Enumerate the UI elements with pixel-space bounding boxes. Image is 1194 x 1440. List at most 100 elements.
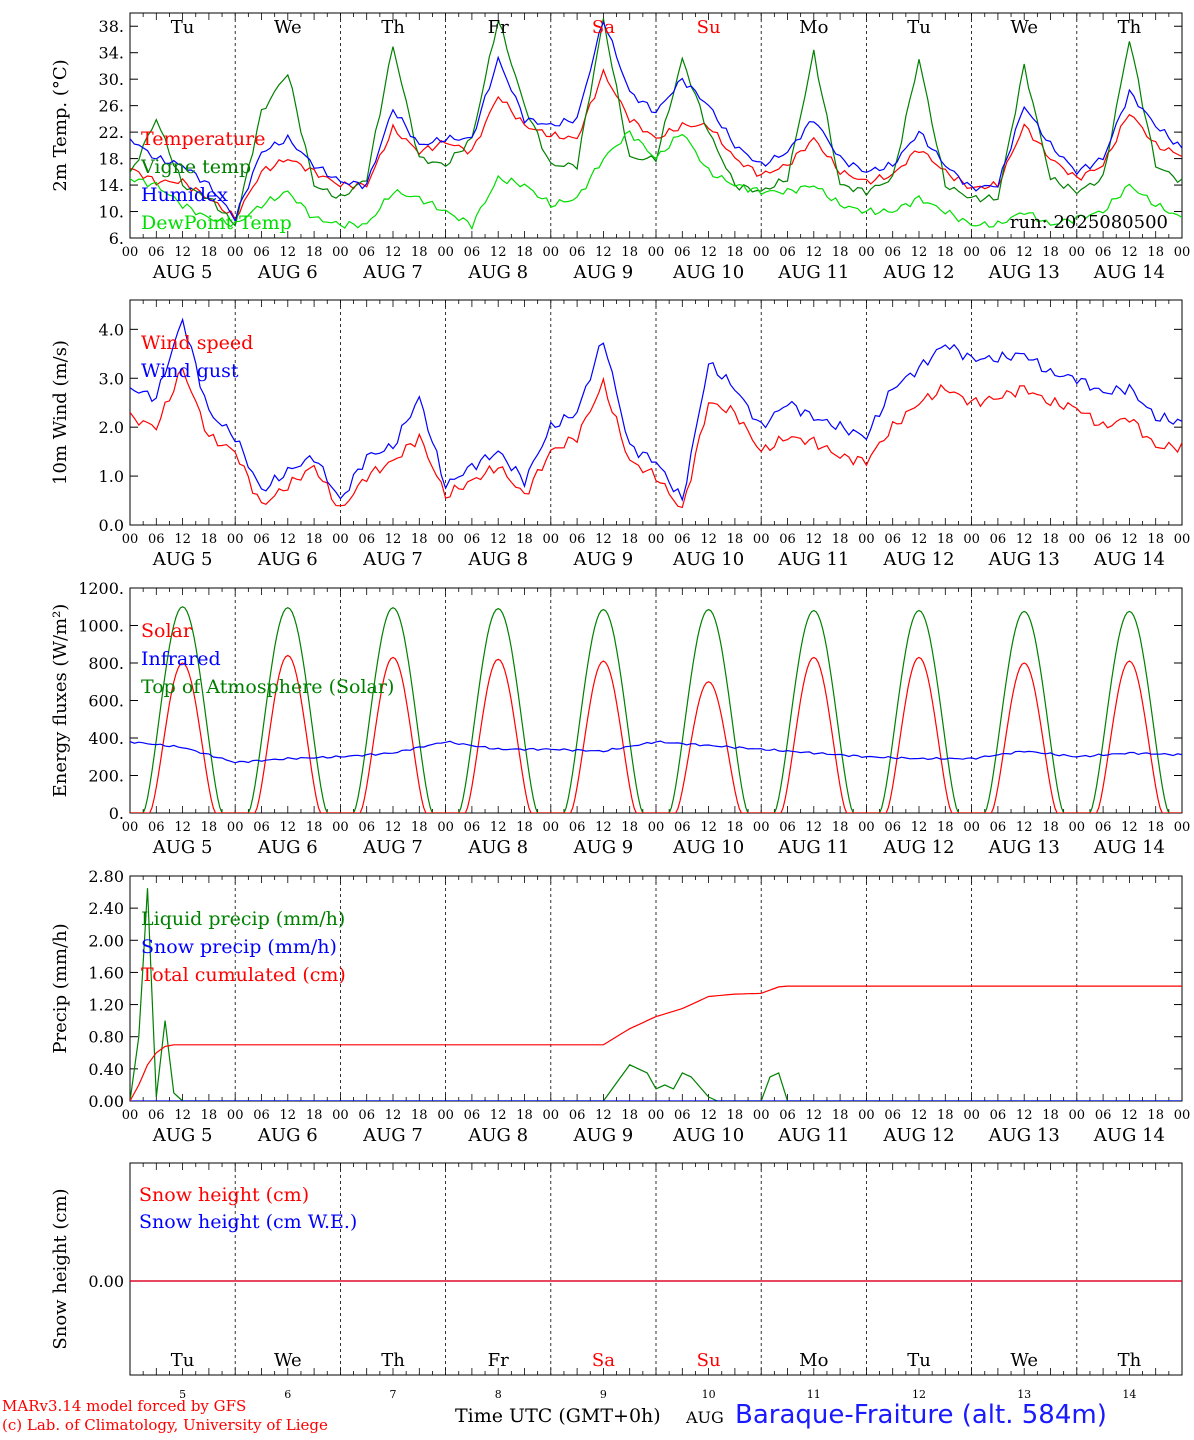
hour-tick-label: 00 [543,820,560,835]
weekday-label: Tu [171,17,195,38]
series-group [130,317,1182,509]
model-credit: MARv3.14 model forced by GFS [2,1397,247,1415]
hour-tick-label: 00 [122,820,139,835]
hour-tick-label: 06 [990,820,1007,835]
hour-tick-label: 00 [227,245,244,260]
y-axis-title: 2m Temp. (°C) [50,59,71,191]
hour-tick-label: 00 [122,532,139,547]
hour-tick-label: 12 [595,245,612,260]
date-label: AUG 8 [467,837,528,858]
hour-tick-label: 00 [122,1108,139,1123]
hour-tick-label: 00 [963,532,980,547]
hour-tick-label: 18 [411,245,428,260]
y-tick-label: 400. [88,729,124,748]
date-label: AUG 10 [672,837,744,858]
hour-tick-label: 18 [516,245,533,260]
weekday-label: Th [1118,1350,1142,1371]
hour-tick-label: 06 [148,532,165,547]
hour-tick-label: 00 [437,820,454,835]
legend-entry: Temperature [141,128,265,150]
hour-tick-label: 12 [911,1108,928,1123]
panel-3: 0. 200. 400. 600. 800. 1000. 1200. Energy fluxe… [50,579,1190,858]
hour-tick-label: 18 [1147,532,1164,547]
weekday-label: Tu [171,1350,195,1371]
hour-tick-label: 06 [148,1108,165,1123]
hour-tick-label: 12 [1121,245,1138,260]
y-tick-label: 2.40 [88,899,124,918]
date-label: AUG 12 [882,1125,954,1146]
hour-tick-label: 06 [464,820,481,835]
date-label: AUG 10 [672,262,744,283]
weekday-label: Mo [799,1350,828,1371]
y-tick-label: 0.00 [88,1272,124,1291]
hour-tick-label: 12 [700,532,717,547]
date-label: AUG 7 [362,837,423,858]
hour-tick-label: 06 [1095,245,1112,260]
hour-tick-label: 18 [201,245,218,260]
station-title: Baraque-Fraiture (alt. 584m) [735,1400,1107,1430]
date-label: AUG 9 [573,262,634,283]
hour-tick-label: 00 [1069,245,1086,260]
date-label: AUG 8 [467,262,528,283]
hour-tick-label: 00 [543,245,560,260]
hour-tick-label: 12 [1016,532,1033,547]
hour-tick-label: 18 [621,245,638,260]
hour-tick-label: 00 [648,820,665,835]
hour-tick-label: 06 [884,532,901,547]
weekday-label: Su [697,17,721,38]
hour-tick-label: 12 [1016,820,1033,835]
date-label: AUG 9 [573,837,634,858]
day-number-label: 7 [390,1388,397,1401]
y-tick-label: 2.0 [99,418,124,437]
series-line-0 [130,68,1182,221]
weekday-label: Sa [592,17,615,38]
hour-tick-label: 00 [543,532,560,547]
copyright-credit: (c) Lab. of Climatology, University of L… [2,1416,328,1434]
y-tick-label: 6. [109,229,124,248]
y-tick-label: 0.00 [88,1092,124,1111]
weekday-label: We [1010,1350,1038,1371]
weekday-label: Su [697,1350,721,1371]
series-line-toa [130,606,1182,813]
date-label: AUG 8 [467,1125,528,1146]
hour-tick-label: 12 [174,820,191,835]
series-line-2 [130,20,1182,223]
series-group [130,606,1182,813]
hour-tick-label: 06 [358,820,375,835]
hour-tick-label: 18 [411,820,428,835]
hour-tick-label: 00 [753,1108,770,1123]
y-tick-label: 1.60 [88,963,124,982]
hour-tick-label: 18 [937,532,954,547]
hour-tick-label: 06 [464,245,481,260]
date-label: AUG 6 [257,549,318,570]
hour-tick-label: 00 [858,820,875,835]
hour-tick-label: 18 [937,245,954,260]
day-number-label: 11 [807,1388,821,1401]
legend-entry: DewPoint Temp [141,212,292,234]
series-line-1 [130,18,1182,227]
hour-tick-label: 06 [148,820,165,835]
hour-tick-label: 06 [464,1108,481,1123]
date-label: AUG 13 [988,262,1060,283]
hour-tick-label: 18 [201,532,218,547]
y-tick-label: 1.20 [88,996,124,1015]
hour-tick-label: 12 [806,820,823,835]
hour-tick-label: 00 [122,245,139,260]
y-tick-label: 18. [99,150,124,169]
weekday-label: Mo [799,17,828,38]
hour-tick-label: 12 [1121,532,1138,547]
run-label: run: 2025080500 [1010,212,1168,233]
hour-tick-label: 12 [595,1108,612,1123]
hour-tick-label: 06 [779,532,796,547]
day-number-label: 13 [1017,1388,1031,1401]
hour-tick-label: 06 [779,245,796,260]
date-label: AUG 5 [152,1125,213,1146]
series-line-0 [130,367,1182,509]
hour-tick-label: 06 [569,245,586,260]
date-label: AUG 7 [362,262,423,283]
hour-tick-label: 00 [1069,1108,1086,1123]
hour-tick-label: 06 [358,245,375,260]
hour-tick-label: 12 [280,820,297,835]
legend-entry: Solar [141,620,193,642]
series-line-3 [130,130,1182,231]
